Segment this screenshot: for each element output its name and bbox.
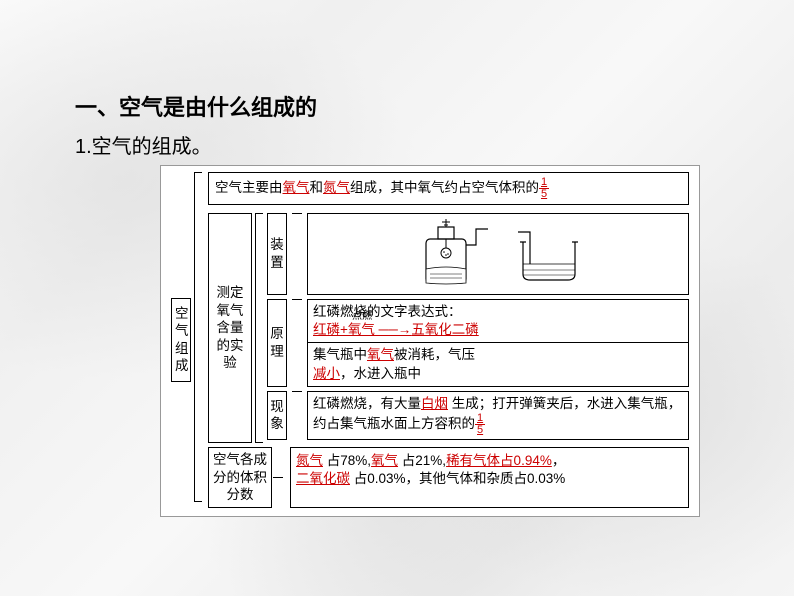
volume-fraction-content: 氮气 占78%,氧气 占21%,稀有气体占0.94%，二氧化碳 占0.03%，其… (290, 447, 689, 508)
root-node: 空气组成 (171, 298, 191, 382)
apparatus-label: 装置 (267, 213, 287, 295)
experiment-node: 测定氧气含量的实验 (208, 213, 252, 443)
principle-label: 原理 (267, 299, 287, 387)
section-title: 一、空气是由什么组成的 (75, 90, 719, 122)
concept-diagram: 空气组成 空气主要由氧气和氮气组成，其中氧气约占空气体积的15 测定氧气含量的实… (160, 165, 700, 517)
phenomenon-content: 红磷燃烧，有大量白烟 生成；打开弹簧夹后，水进入集气瓶，约占集气瓶水面上方容积的… (307, 391, 689, 440)
phenomenon-label: 现象 (267, 391, 287, 440)
principle-1: 红磷燃烧的文字表达式： 红磷+氧气 ──→ 点燃五氧化二磷 (307, 299, 689, 342)
subsection-title: 1.空气的组成。 (75, 130, 719, 159)
apparatus-drawing (307, 213, 689, 295)
composition-summary: 空气主要由氧气和氮气组成，其中氧气约占空气体积的15 (208, 172, 689, 205)
volume-fraction-label: 空气各成分的体积分数 (208, 447, 272, 508)
principle-2: 集气瓶中氧气被消耗，气压减小，水进入瓶中 (307, 342, 689, 386)
